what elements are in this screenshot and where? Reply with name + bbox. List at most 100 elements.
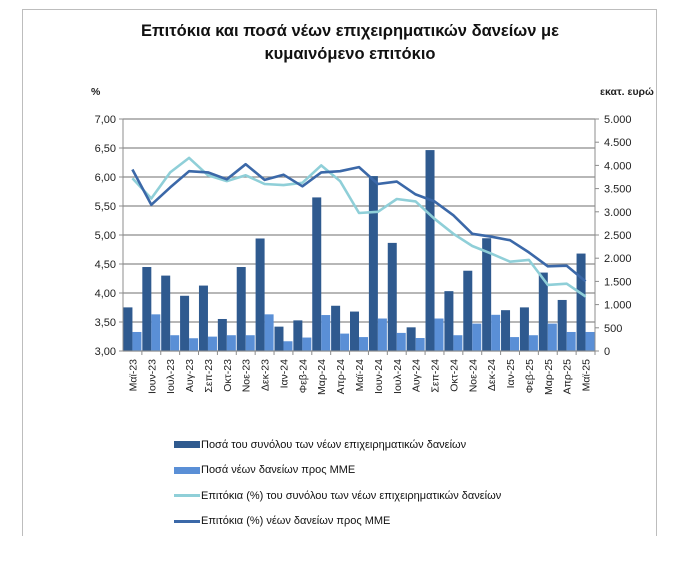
left-axis-unit: % — [91, 86, 101, 98]
x-tick-label: Ιαν-25 — [505, 359, 517, 389]
chart-title-line1: Επιτόκια και ποσά νέων επιχειρηματικών δ… — [141, 22, 559, 40]
right-tick-label: 3.000 — [604, 207, 632, 219]
bar-sme-loans — [510, 337, 520, 351]
bar-sme-loans — [396, 332, 406, 351]
legend-label: Επιτόκια (%) του συνόλου των νέων επιχει… — [201, 489, 502, 502]
x-tick-label: Αυγ-24 — [411, 359, 423, 392]
x-tick-label: Δεκ-23 — [260, 359, 272, 391]
bar-total-loans — [331, 305, 341, 351]
bar-total-loans — [557, 299, 567, 351]
bar-total-loans — [406, 327, 416, 351]
bar-total-loans — [519, 307, 529, 351]
bar-total-loans — [501, 310, 511, 351]
right-tick-label: 1.500 — [604, 276, 632, 288]
x-tick-label: Μαϊ-24 — [354, 359, 366, 391]
x-tick-label: Απρ-24 — [335, 359, 347, 395]
bar-total-loans — [142, 267, 152, 351]
bar-total-loans — [180, 295, 190, 351]
bar-sme-loans — [547, 323, 557, 351]
x-tick-label: Ιουλ-24 — [392, 359, 404, 394]
bar-total-loans — [274, 326, 284, 351]
chart-title: Επιτόκια και ποσά νέων επιχειρηματικών δ… — [0, 20, 700, 66]
right-axis-unit: εκατ. ευρώ — [600, 86, 654, 98]
bar-sme-loans — [491, 314, 501, 351]
left-tick-label: 4,50 — [95, 259, 116, 271]
bar-total-loans — [482, 238, 492, 351]
bar-total-loans — [236, 267, 246, 351]
x-tick-label: Μαρ-25 — [543, 359, 555, 395]
bar-total-loans — [350, 311, 359, 351]
bar-sme-loans — [434, 318, 444, 351]
left-tick-label: 6,50 — [95, 143, 116, 155]
bar-total-loans — [217, 318, 227, 351]
x-tick-label: Απρ-25 — [562, 359, 574, 395]
left-tick-label: 5,50 — [95, 201, 116, 213]
x-tick-label: Νοε-24 — [467, 359, 479, 392]
x-tick-label: Φεβ-24 — [297, 359, 309, 393]
bar-total-loans — [387, 242, 397, 351]
bar-total-loans — [368, 176, 378, 351]
legend-line-swatch — [174, 494, 200, 498]
legend-label: Ποσά νέων δανείων προς ΜΜΕ — [201, 464, 356, 477]
left-tick-label: 7,00 — [95, 114, 116, 126]
bar-sme-loans — [340, 333, 350, 351]
right-tick-label: 5.000 — [604, 114, 632, 126]
bar-total-loans — [123, 307, 133, 351]
bar-total-loans — [312, 197, 322, 351]
bar-sme-loans — [453, 335, 463, 351]
bar-total-loans — [576, 253, 586, 351]
x-tick-label: Σεπ-24 — [430, 359, 442, 393]
legend-item: Επιτόκια (%) του συνόλου των νέων επιχει… — [174, 483, 501, 509]
x-tick-label: Φεβ-25 — [524, 359, 536, 393]
right-tick-label: 2.500 — [604, 230, 632, 242]
x-tick-label: Οκτ-23 — [222, 359, 234, 392]
bar-sme-loans — [151, 314, 161, 351]
x-tick-label: Μαϊ-23 — [127, 359, 139, 391]
legend-label: Ποσά του συνόλου των νέων επιχειρηματικώ… — [201, 438, 467, 451]
bar-total-loans — [161, 275, 171, 351]
x-tick-label: Δεκ-24 — [486, 359, 498, 391]
bar-total-loans — [463, 270, 473, 351]
bar-sme-loans — [283, 341, 293, 351]
legend-item: Επιτόκια (%) νέων δανείων προς ΜΜΕ — [174, 509, 501, 535]
bar-sme-loans — [226, 335, 236, 351]
legend-bar-swatch — [174, 466, 200, 474]
bar-total-loans — [538, 272, 548, 351]
chart-title-line2: κυμαινόμενο επιτόκιο — [264, 45, 436, 63]
right-tick-label: 500 — [604, 323, 622, 335]
line-total-rate — [131, 156, 587, 298]
x-tick-label: Μαϊ-25 — [581, 359, 593, 391]
legend-line-swatch — [174, 519, 200, 523]
right-tick-label: 2.000 — [604, 253, 632, 265]
legend-item: Ποσά του συνόλου των νέων επιχειρηματικώ… — [174, 432, 501, 458]
bar-sme-loans — [132, 331, 142, 351]
bar-sme-loans — [377, 318, 387, 351]
x-tick-label: Ιουλ-23 — [165, 359, 177, 394]
left-tick-label: 3,00 — [95, 346, 116, 358]
chart-frame — [22, 9, 657, 536]
bar-sme-loans — [415, 338, 425, 351]
x-tick-label: Ιουν-24 — [373, 359, 385, 394]
bar-sme-loans — [472, 323, 482, 351]
bar-sme-loans — [245, 335, 255, 351]
bar-total-loans — [255, 238, 265, 351]
bar-sme-loans — [264, 314, 274, 351]
x-tick-label: Ιουν-23 — [146, 359, 158, 394]
bar-sme-loans — [321, 315, 331, 351]
right-tick-label: 1.000 — [604, 300, 632, 312]
bar-sme-loans — [302, 337, 312, 351]
bar-total-loans — [198, 285, 208, 351]
left-tick-label: 6,00 — [95, 172, 116, 184]
bar-total-loans — [293, 320, 303, 351]
x-tick-label: Μαρ-24 — [316, 359, 328, 395]
bar-sme-loans — [359, 337, 368, 351]
bar-sme-loans — [566, 331, 576, 351]
bar-sme-loans — [207, 336, 217, 351]
left-tick-label: 4,00 — [95, 288, 116, 300]
bar-sme-loans — [170, 335, 180, 351]
legend-bar-swatch — [174, 441, 200, 449]
x-tick-label: Νοε-23 — [241, 359, 253, 392]
legend: Ποσά του συνόλου των νέων επιχειρηματικώ… — [174, 432, 501, 534]
legend-item: Ποσά νέων δανείων προς ΜΜΕ — [174, 458, 501, 484]
